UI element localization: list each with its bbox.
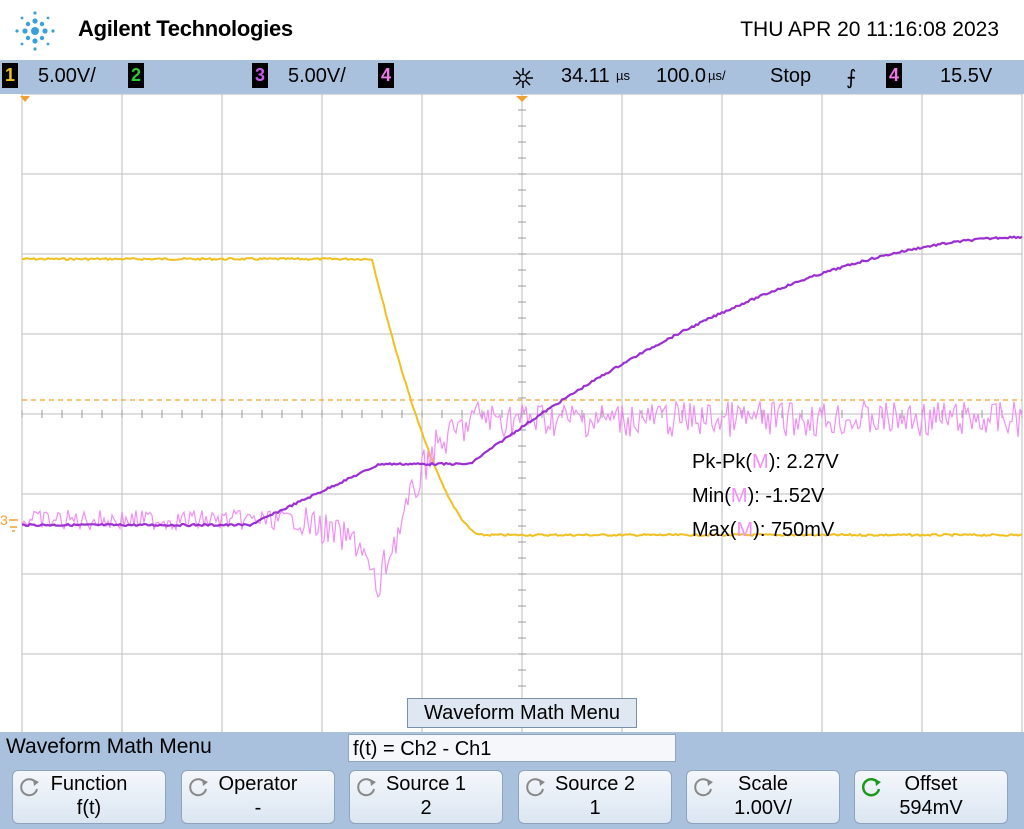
- measurement-min: Min(M): -1.52V: [692, 485, 825, 507]
- softkey-label: Function: [50, 773, 128, 795]
- rotate-knob-icon: [357, 778, 376, 797]
- softkey-value: f(t): [76, 797, 102, 819]
- waveform-graticule: 3: [0, 94, 1023, 732]
- softkey-label: Source 2: [554, 773, 636, 795]
- timebase-unit: µs/: [708, 68, 726, 83]
- scale-softkey[interactable]: Scale 1.00V/: [686, 770, 840, 824]
- channel-4-badge[interactable]: 4: [378, 63, 394, 88]
- channel-1-trigger-marker: [20, 96, 30, 102]
- source-1-softkey[interactable]: Source 1 2: [349, 770, 503, 824]
- trigger-position-marker: [516, 96, 528, 102]
- run-state: Stop: [770, 65, 812, 87]
- waveform-display[interactable]: 3 Pk-Pk(M): 2.27V Min(M): -1.52V Max(M):…: [0, 94, 1024, 732]
- channel-2-badge[interactable]: 2: [128, 63, 144, 88]
- softkey-value: -: [254, 797, 262, 819]
- ground-marker: 3: [0, 512, 18, 532]
- brand-name: Agilent Technologies: [78, 16, 293, 41]
- softkey-value: 1: [589, 797, 601, 819]
- trigger-source-badge[interactable]: 4: [886, 63, 902, 88]
- agilent-logo-icon: [15, 11, 55, 51]
- trigger-level: 15.5V: [940, 65, 993, 87]
- delay-unit: µs: [616, 68, 630, 83]
- function-expression: f(t) = Ch2 - Ch1: [348, 734, 676, 762]
- softkey-menu: Waveform Math Menu f(t) = Ch2 - Ch1 Func…: [0, 732, 1024, 829]
- delay-icon: [513, 68, 533, 88]
- softkey-label: Offset: [904, 773, 958, 795]
- rotate-knob-icon: [189, 778, 208, 797]
- active-knob-icon: [861, 778, 881, 797]
- softkey-value: 1.00V/: [734, 797, 792, 819]
- rotate-knob-icon: [526, 778, 545, 797]
- math-menu-label: Waveform Math Menu: [407, 698, 637, 728]
- channel-1-badge[interactable]: 1: [2, 63, 18, 88]
- svg-text:3: 3: [0, 512, 8, 528]
- softkey-label: Operator: [218, 773, 298, 795]
- delay-value: 34.11: [561, 65, 610, 87]
- channel-3-trace: [21, 235, 1023, 528]
- status-bar: 1 5.00V/ 2 3 5.00V/ 4 34.11 µs 100.0 µs/…: [0, 60, 1024, 94]
- source-2-softkey[interactable]: Source 2 1: [518, 770, 672, 824]
- measurement-pkpk: Pk-Pk(M): 2.27V: [692, 451, 839, 473]
- math-trace: [21, 398, 1023, 599]
- operator-softkey[interactable]: Operator -: [181, 770, 335, 824]
- channel-1-trace: [21, 256, 1023, 538]
- graticule-grid: [21, 94, 1023, 732]
- channel-3-badge[interactable]: 3: [252, 63, 268, 88]
- trigger-slope-icon: ⨍: [846, 67, 857, 89]
- softkey-label: Source 1: [385, 773, 467, 795]
- softkey-value: 2: [420, 797, 432, 819]
- function-softkey[interactable]: Function f(t): [12, 770, 166, 824]
- menu-title: Waveform Math Menu: [6, 735, 212, 758]
- rotate-knob-icon: [694, 778, 713, 797]
- timebase-value: 100.0: [656, 65, 707, 87]
- rotate-knob-icon: [20, 778, 39, 797]
- offset-softkey[interactable]: Offset 594mV: [854, 770, 1008, 824]
- softkey-label: Scale: [737, 773, 789, 795]
- measurement-max: Max(M): 750mV: [692, 519, 835, 541]
- channel-3-scale: 5.00V/: [288, 65, 346, 87]
- channel-1-scale: 5.00V/: [38, 65, 96, 87]
- softkey-value: 594mV: [899, 797, 963, 819]
- header: Agilent Technologies THU APR 20 11:16:08…: [0, 0, 1024, 60]
- date-time: THU APR 20 11:16:08 2023: [740, 18, 999, 41]
